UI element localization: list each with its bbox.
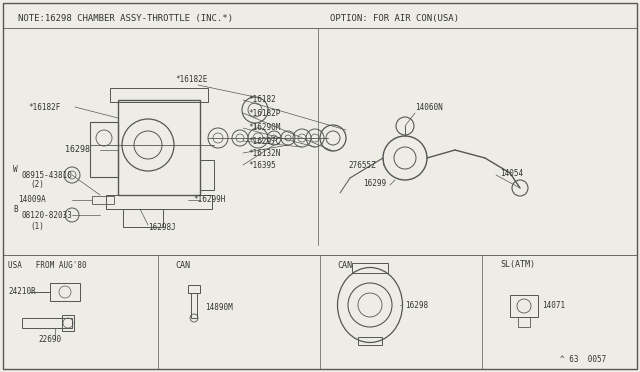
Text: *16182: *16182 <box>248 96 276 105</box>
Text: W: W <box>13 166 18 174</box>
Text: (1): (1) <box>30 221 44 231</box>
Text: 24210R: 24210R <box>8 288 36 296</box>
Bar <box>106 195 212 209</box>
Text: *16182E: *16182E <box>175 76 207 84</box>
Text: 16299: 16299 <box>363 179 386 187</box>
Bar <box>110 88 208 102</box>
Bar <box>62 315 74 331</box>
Text: USA   FROM AUG'80: USA FROM AUG'80 <box>8 260 86 269</box>
Text: *16290M: *16290M <box>248 124 280 132</box>
Text: 22690: 22690 <box>38 336 61 344</box>
Text: *16182F: *16182F <box>28 103 60 112</box>
Bar <box>191 293 197 318</box>
Text: *16182P: *16182P <box>248 109 280 118</box>
Text: 27655Z: 27655Z <box>348 160 376 170</box>
Text: 16298: 16298 <box>65 145 90 154</box>
Text: OPTION: FOR AIR CON(USA): OPTION: FOR AIR CON(USA) <box>330 13 459 22</box>
Text: 16298J: 16298J <box>148 224 176 232</box>
Text: 14054: 14054 <box>500 169 523 177</box>
Text: (2): (2) <box>30 180 44 189</box>
Text: 14890M: 14890M <box>205 304 233 312</box>
Text: SL(ATM): SL(ATM) <box>500 260 535 269</box>
Bar <box>200 160 214 190</box>
Text: 16298: 16298 <box>405 301 428 310</box>
Bar <box>123 209 163 227</box>
Bar <box>352 263 388 273</box>
Text: CAN: CAN <box>175 260 190 269</box>
Bar <box>50 283 80 301</box>
Text: 14071: 14071 <box>542 301 565 310</box>
Text: *16297C: *16297C <box>248 137 280 145</box>
Bar <box>510 295 538 317</box>
Text: *16395: *16395 <box>248 160 276 170</box>
Text: CAN: CAN <box>337 260 352 269</box>
Bar <box>358 337 382 345</box>
Bar <box>90 122 118 177</box>
Text: 08120-82033: 08120-82033 <box>22 211 73 219</box>
Bar <box>188 285 200 293</box>
Text: 14009A: 14009A <box>18 196 45 205</box>
Bar <box>118 100 200 195</box>
Text: ^ 63  0057: ^ 63 0057 <box>560 356 606 365</box>
Text: *16132N: *16132N <box>248 148 280 157</box>
Bar <box>518 317 530 327</box>
Text: 08915-43810: 08915-43810 <box>22 170 73 180</box>
Text: B: B <box>13 205 18 215</box>
Bar <box>22 318 72 328</box>
Text: NOTE:16298 CHAMBER ASSY-THROTTLE (INC.*): NOTE:16298 CHAMBER ASSY-THROTTLE (INC.*) <box>18 13 233 22</box>
Text: 14060N: 14060N <box>415 103 443 112</box>
Text: *16299H: *16299H <box>193 196 225 205</box>
Bar <box>92 196 114 204</box>
